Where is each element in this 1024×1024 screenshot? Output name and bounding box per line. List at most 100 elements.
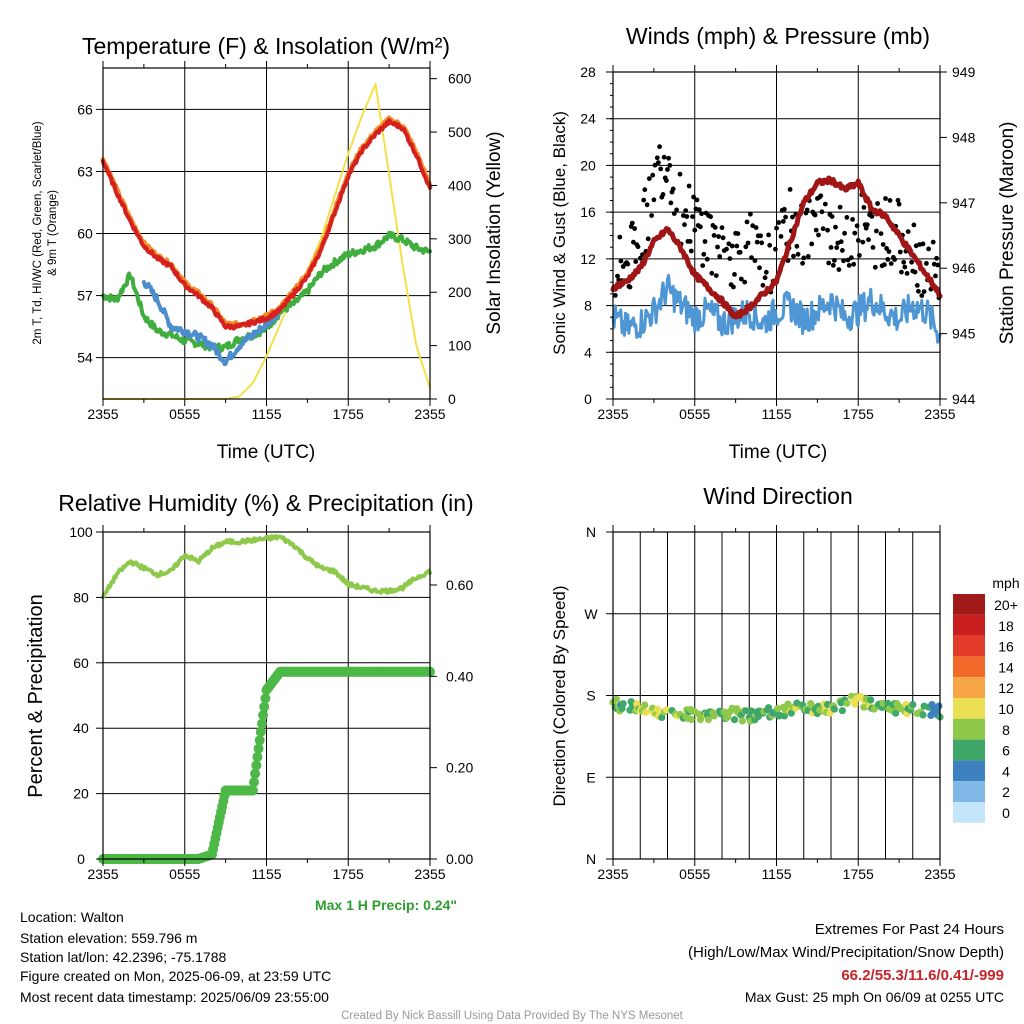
gust-point bbox=[778, 234, 784, 239]
gust-point bbox=[904, 271, 910, 276]
precip-point bbox=[254, 735, 265, 746]
insolation-ytick-label: 500 bbox=[448, 124, 472, 140]
gust-point bbox=[654, 155, 660, 161]
rh-ylabel: Percent & Precipitation bbox=[25, 594, 47, 797]
insolation-ytick-label: 100 bbox=[448, 338, 472, 354]
gust-point bbox=[734, 243, 740, 249]
gust-point bbox=[874, 228, 879, 234]
gust-point bbox=[819, 209, 825, 215]
rh-xtick-label: 1155 bbox=[251, 866, 281, 882]
gust-point bbox=[855, 238, 861, 243]
gust-point bbox=[660, 192, 666, 197]
gust-point bbox=[702, 239, 708, 244]
wind-title: Winds (mph) & Pressure (mb) bbox=[626, 23, 930, 49]
footer-created: Figure created on Mon, 2025-06-09, at 23… bbox=[20, 968, 331, 984]
rh-line bbox=[101, 534, 432, 600]
gust-point bbox=[882, 262, 887, 268]
gust-point bbox=[837, 204, 843, 210]
gust-point bbox=[763, 269, 769, 275]
direction-point bbox=[784, 700, 792, 708]
gust-point bbox=[652, 162, 658, 168]
gust-point bbox=[935, 262, 941, 268]
precip-point bbox=[260, 693, 271, 704]
pressure-ytick-label: 946 bbox=[952, 260, 976, 276]
gust-point bbox=[774, 225, 779, 231]
gust-point bbox=[713, 273, 719, 278]
dir-xtick-label: 0555 bbox=[679, 866, 710, 882]
direction-point bbox=[687, 715, 695, 724]
gust-point bbox=[838, 239, 844, 245]
gust-point bbox=[729, 243, 735, 249]
gust-point bbox=[732, 272, 737, 277]
gust-point bbox=[776, 220, 782, 225]
temp2m-line bbox=[101, 118, 432, 331]
dir-xtick-label: 1155 bbox=[761, 866, 791, 882]
gust-point bbox=[698, 224, 703, 230]
dir-grid bbox=[613, 532, 940, 859]
precip-point bbox=[250, 768, 261, 779]
precip-point bbox=[255, 726, 266, 737]
gust-point bbox=[704, 256, 710, 262]
direction-point bbox=[742, 707, 750, 715]
dir-ytick-label: N bbox=[586, 851, 596, 867]
gust-point bbox=[919, 293, 925, 298]
temp-xtick-label: 1755 bbox=[333, 406, 364, 422]
rh-xtick-label: 0555 bbox=[169, 866, 200, 882]
direction-point bbox=[704, 716, 713, 724]
gust-point bbox=[850, 217, 855, 222]
direction-point bbox=[619, 700, 627, 708]
gust-point bbox=[869, 214, 875, 219]
direction-point bbox=[909, 701, 917, 709]
gust-point bbox=[921, 289, 927, 294]
legend-swatch bbox=[953, 781, 985, 802]
wind-xtick-label: 1755 bbox=[843, 406, 874, 422]
gust-point bbox=[758, 233, 763, 239]
gust-point bbox=[737, 249, 743, 255]
gust-point bbox=[912, 269, 918, 275]
gust-point bbox=[883, 196, 888, 201]
gust-point bbox=[813, 227, 819, 233]
gust-point bbox=[787, 187, 793, 192]
precip-ytick-label: 0.60 bbox=[446, 577, 473, 593]
gust-point bbox=[668, 200, 674, 206]
gust-point bbox=[760, 282, 766, 288]
credit-line: Created By Nick Bassill Using Data Provi… bbox=[341, 1010, 684, 1022]
gust-point bbox=[836, 267, 842, 272]
gust-point bbox=[801, 255, 807, 261]
dir-ytick-label: W bbox=[584, 606, 598, 622]
gust-point bbox=[642, 187, 648, 193]
gust-point bbox=[708, 214, 713, 220]
direction-point bbox=[830, 705, 839, 713]
direction-point bbox=[747, 707, 756, 715]
gust-point bbox=[683, 208, 689, 214]
gust-point bbox=[864, 222, 870, 228]
legend-swatch bbox=[953, 802, 985, 823]
extremes-values: 66.2/55.3/11.6/0.41/-999 bbox=[841, 967, 1004, 984]
gust-point bbox=[852, 230, 858, 236]
direction-point bbox=[738, 717, 747, 725]
legend-label: 4 bbox=[1002, 763, 1010, 779]
gust-point bbox=[833, 224, 838, 230]
gust-point bbox=[829, 214, 835, 219]
gust-point bbox=[892, 257, 897, 262]
insolation-ylabel: Solar Insolation (Yellow) bbox=[484, 131, 505, 334]
direction-point bbox=[843, 699, 851, 707]
gust-point bbox=[687, 239, 693, 244]
gust-point bbox=[845, 257, 851, 263]
direction-point bbox=[730, 716, 739, 724]
gust-point bbox=[926, 246, 931, 252]
gust-point bbox=[711, 233, 717, 238]
gust-point bbox=[834, 245, 840, 251]
direction-point bbox=[612, 695, 621, 703]
gust-point bbox=[745, 240, 751, 246]
gust-point bbox=[857, 253, 862, 258]
legend-label: 0 bbox=[1002, 805, 1010, 821]
gust-point bbox=[644, 202, 650, 208]
hiwc-line bbox=[141, 280, 281, 367]
gust-point bbox=[686, 183, 692, 189]
gust-point bbox=[914, 283, 920, 288]
rh-ytick-label: 0 bbox=[77, 851, 85, 867]
gust-point bbox=[830, 262, 836, 268]
temp-ytick-label: 57 bbox=[77, 288, 93, 304]
gust-point bbox=[870, 245, 876, 250]
